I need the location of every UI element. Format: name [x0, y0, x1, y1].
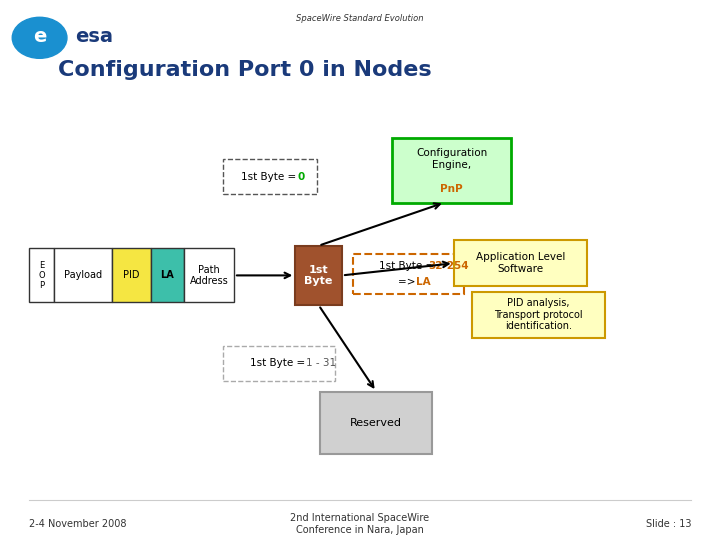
FancyBboxPatch shape [454, 240, 587, 286]
FancyBboxPatch shape [392, 138, 511, 202]
FancyBboxPatch shape [295, 246, 342, 305]
FancyBboxPatch shape [353, 254, 464, 294]
FancyBboxPatch shape [112, 248, 151, 302]
FancyBboxPatch shape [223, 346, 335, 381]
FancyBboxPatch shape [320, 392, 432, 454]
Text: LA: LA [161, 271, 174, 280]
Text: PID analysis,
Transport protocol
identification.: PID analysis, Transport protocol identif… [494, 298, 582, 331]
Text: Configuration Port 0 in Nodes: Configuration Port 0 in Nodes [58, 60, 431, 80]
Text: 1st Byte =: 1st Byte = [379, 261, 438, 271]
Text: Slide : 13: Slide : 13 [646, 519, 691, 529]
Text: esa: esa [76, 27, 114, 46]
Text: Path
Address: Path Address [189, 265, 228, 286]
Text: 2nd International SpaceWire
Conference in Nara, Japan: 2nd International SpaceWire Conference i… [290, 513, 430, 535]
FancyBboxPatch shape [151, 248, 184, 302]
Text: 1 - 31: 1 - 31 [307, 358, 336, 368]
FancyBboxPatch shape [472, 292, 605, 338]
Circle shape [12, 17, 67, 58]
Text: 1st Byte =: 1st Byte = [250, 358, 308, 368]
Text: PnP: PnP [441, 184, 463, 194]
Text: 1st
Byte: 1st Byte [305, 265, 333, 286]
Text: LA: LA [416, 277, 431, 287]
Text: e: e [33, 27, 46, 46]
Text: =>: => [398, 277, 419, 287]
Text: 32-254: 32-254 [429, 261, 469, 271]
FancyBboxPatch shape [223, 159, 317, 194]
Text: E
O
P: E O P [38, 260, 45, 291]
Text: Application Level
Software: Application Level Software [475, 252, 565, 274]
FancyBboxPatch shape [29, 248, 54, 302]
Text: PID: PID [123, 271, 140, 280]
Text: 1st Byte =: 1st Byte = [240, 172, 300, 182]
Text: 2-4 November 2008: 2-4 November 2008 [29, 519, 126, 529]
Text: Reserved: Reserved [350, 417, 402, 428]
Text: Configuration
Engine,: Configuration Engine, [416, 148, 487, 170]
FancyBboxPatch shape [54, 248, 112, 302]
FancyBboxPatch shape [184, 248, 234, 302]
Text: SpaceWire Standard Evolution: SpaceWire Standard Evolution [296, 15, 424, 23]
Text: 0: 0 [297, 172, 305, 182]
Text: Payload: Payload [64, 271, 102, 280]
